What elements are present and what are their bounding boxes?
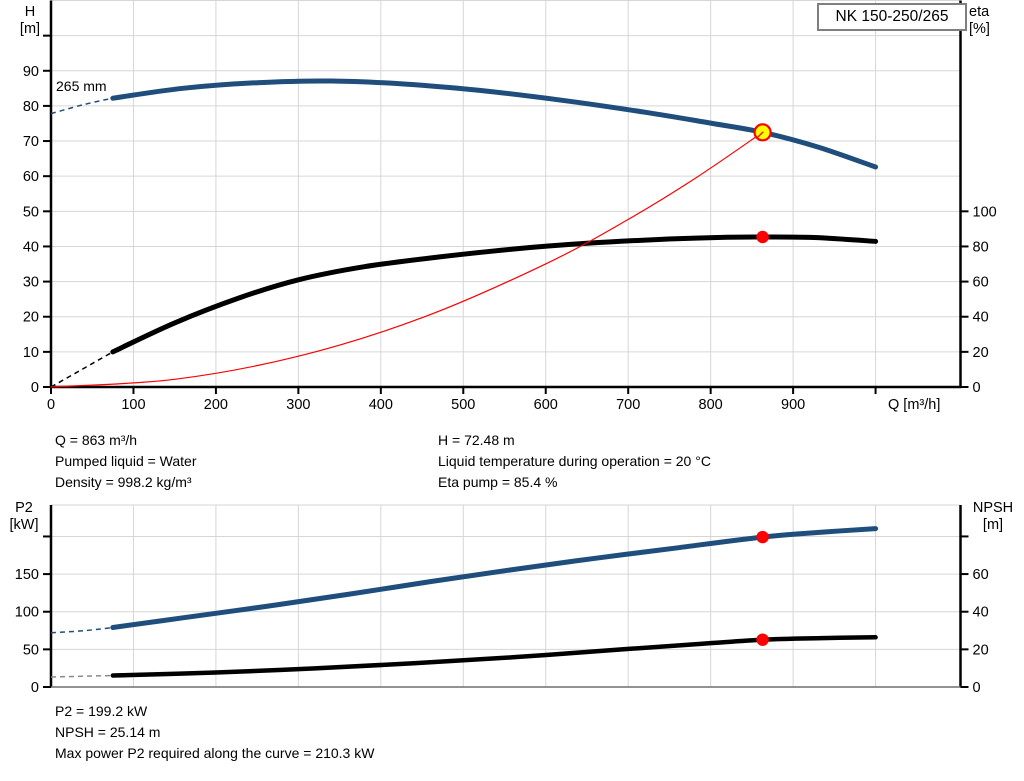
- result-liquid-temperature: Liquid temperature during operation = 20…: [438, 453, 711, 469]
- result-pumped-liquid: Pumped liquid = Water: [55, 453, 197, 469]
- x-axis-tick-label: 600: [534, 397, 558, 413]
- result-npsh: NPSH = 25.14 m: [55, 724, 161, 740]
- duty-results-bottom: P2 = 199.2 kW NPSH = 25.14 m Max power P…: [55, 701, 374, 764]
- pump-type-box: NK 150-250/265: [817, 3, 967, 31]
- y-axis-left-tick-label: 20: [23, 310, 39, 326]
- result-h: H = 72.48 m: [438, 432, 515, 448]
- y-axis-left-tick-label: 0: [31, 680, 39, 696]
- npsh-curve-min-flow-dashed: [50, 674, 113, 678]
- h-axis-label-quantity: H: [24, 4, 36, 20]
- x-axis-tick-label: 200: [204, 397, 228, 413]
- pump-type-label: NK 150-250/265: [835, 8, 949, 25]
- x-axis-tick-label: 0: [47, 397, 55, 413]
- y-axis-right-tick-label: 20: [973, 345, 989, 361]
- y-axis-left-tick-label: 50: [23, 204, 39, 220]
- p2-axis-label: P2 [kW]: [4, 500, 44, 534]
- y-axis-left-tick-label: 80: [23, 99, 39, 115]
- y-axis-right-tick-label: 0: [973, 380, 981, 396]
- h-axis-label: H [m]: [12, 4, 48, 38]
- head-curve-min-flow-dashed: [50, 97, 113, 115]
- y-axis-left-tick-label: 100: [15, 605, 39, 621]
- y-axis-left-tick-label: 60: [23, 169, 39, 185]
- x-axis-label: Q [m³/h]: [888, 397, 940, 413]
- y-axis-right-tick-label: 60: [973, 275, 989, 291]
- x-axis-tick-label: 700: [616, 397, 640, 413]
- impeller-diameter-label: 265 mm: [56, 78, 107, 94]
- p2-curve-min-flow-dashed: [50, 626, 113, 634]
- result-eta-pump: Eta pump = 85.4 %: [438, 474, 558, 490]
- duty-results-left: Q = 863 m³/h Pumped liquid = Water Densi…: [55, 430, 197, 493]
- result-density: Density = 998.2 kg/m³: [55, 474, 192, 490]
- y-axis-left-tick-label: 150: [15, 567, 39, 583]
- npsh-axis-label: NPSH [m]: [964, 500, 1022, 534]
- x-axis-tick-label: 900: [781, 397, 805, 413]
- p2-axis-label-unit: [kW]: [9, 517, 39, 533]
- eta-axis-label: eta [%]: [969, 4, 1019, 38]
- npsh-axis-label-unit: [m]: [982, 517, 1004, 533]
- x-axis-tick-label: 800: [699, 397, 723, 413]
- result-max-power: Max power P2 required along the curve = …: [55, 745, 375, 761]
- efficiency-curve: [110, 234, 879, 355]
- y-axis-right-tick-label: 0: [973, 680, 981, 696]
- y-axis-right-tick-label: 40: [973, 605, 989, 621]
- duty-point-eta: [756, 230, 769, 244]
- x-axis-tick-label: 100: [121, 397, 145, 413]
- result-q: Q = 863 m³/h: [55, 432, 138, 448]
- npsh-axis-label-quantity: NPSH: [972, 500, 1014, 516]
- y-axis-right-tick-label: 20: [973, 642, 989, 658]
- y-axis-left-tick-label: 70: [23, 134, 39, 150]
- eta-axis-label-unit: [%]: [969, 21, 990, 37]
- duty-results-right: H = 72.48 m Liquid temperature during op…: [438, 430, 711, 493]
- y-axis-left-tick-label: 90: [23, 64, 39, 80]
- duty-point-head-system-curve-tip: [756, 131, 764, 139]
- h-axis-label-unit: [m]: [19, 21, 41, 37]
- y-axis-right-tick-label: 60: [973, 567, 989, 583]
- y-axis-left-tick-label: 10: [23, 345, 39, 361]
- system-curve: [50, 131, 764, 388]
- y-axis-left-tick-label: 30: [23, 275, 39, 291]
- y-axis-right-tick-label: 100: [973, 204, 997, 220]
- p2-axis-label-quantity: P2: [15, 500, 33, 516]
- y-axis-left-tick-label: 0: [31, 380, 39, 396]
- duty-point-npsh: [756, 633, 769, 646]
- npsh-curve: [110, 635, 878, 678]
- x-axis-tick-label: 500: [451, 397, 475, 413]
- y-axis-left-tick-label: 40: [23, 239, 39, 255]
- result-p2: P2 = 199.2 kW: [55, 703, 148, 719]
- p2-curve: [110, 526, 879, 630]
- y-axis-left-tick-label: 50: [23, 642, 39, 658]
- y-axis-right-tick-label: 80: [973, 239, 989, 255]
- efficiency-curve-min-flow-dashed: [50, 351, 114, 388]
- x-axis-tick-label: 300: [286, 397, 310, 413]
- x-axis-tick-label: 400: [369, 397, 393, 413]
- eta-axis-label-quantity: eta: [969, 4, 990, 20]
- duty-point-p2: [756, 530, 769, 544]
- y-axis-right-tick-label: 40: [973, 310, 989, 326]
